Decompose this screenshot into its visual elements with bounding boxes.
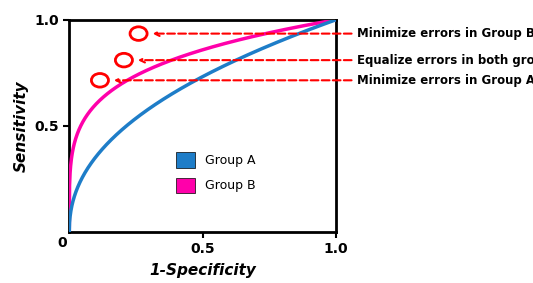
Text: Minimize errors in Group A: Minimize errors in Group A	[116, 74, 533, 87]
Text: 0: 0	[57, 236, 67, 250]
Legend: Group A, Group B: Group A, Group B	[171, 147, 261, 198]
Text: Equalize errors in both groups: Equalize errors in both groups	[140, 54, 533, 67]
Text: Minimize errors in Group B: Minimize errors in Group B	[155, 27, 533, 40]
Y-axis label: Sensitivity: Sensitivity	[14, 80, 29, 172]
X-axis label: 1-Specificity: 1-Specificity	[149, 263, 256, 278]
